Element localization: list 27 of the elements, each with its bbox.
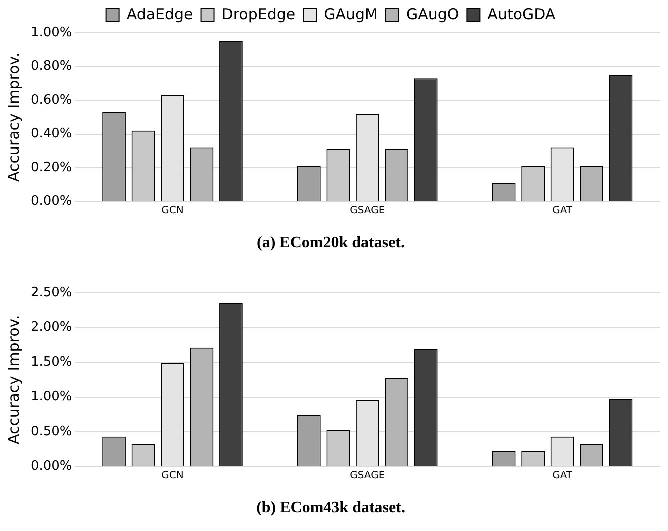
y-tick-label: 2.50%	[30, 285, 72, 300]
legend-label: AdaEdge	[126, 5, 194, 24]
y-tick-label: 1.00%	[30, 390, 72, 405]
x-tick-label: GAT	[552, 470, 574, 482]
y-tick-label: 0.00%	[30, 459, 72, 474]
y-tick-label: 2.00%	[30, 320, 72, 336]
x-tick-label: GSAGE	[350, 205, 386, 216]
legend-label: AutoGDA	[488, 5, 556, 24]
y-axis-title: Accuracy Improv.	[4, 52, 23, 182]
y-tick-label: 0.00%	[30, 194, 72, 210]
legend-label: DropEdge	[222, 5, 296, 24]
y-tick-label: 0.50%	[30, 424, 72, 440]
y-tick-label: 1.00%	[30, 25, 72, 40]
x-tick-label: GCN	[162, 470, 184, 482]
text: (a) ECom20k dataset.	[257, 234, 405, 252]
y-tick-label: 0.20%	[30, 160, 72, 176]
x-tick-label: GCN	[162, 205, 184, 216]
legend-label: GAugM	[324, 5, 378, 24]
y-tick-label: 0.80%	[30, 59, 72, 74]
y-axis-title: Accuracy Improv.	[4, 315, 23, 445]
x-tick-label: GAT	[552, 205, 574, 216]
text: (b) ECom43k dataset.	[256, 500, 406, 517]
y-tick-label: 0.40%	[30, 126, 72, 142]
y-tick-label: 0.60%	[30, 92, 72, 108]
legend-label: GAugO	[406, 5, 460, 24]
y-tick-label: 1.50%	[30, 354, 72, 370]
x-tick-label: GSAGE	[350, 470, 386, 482]
